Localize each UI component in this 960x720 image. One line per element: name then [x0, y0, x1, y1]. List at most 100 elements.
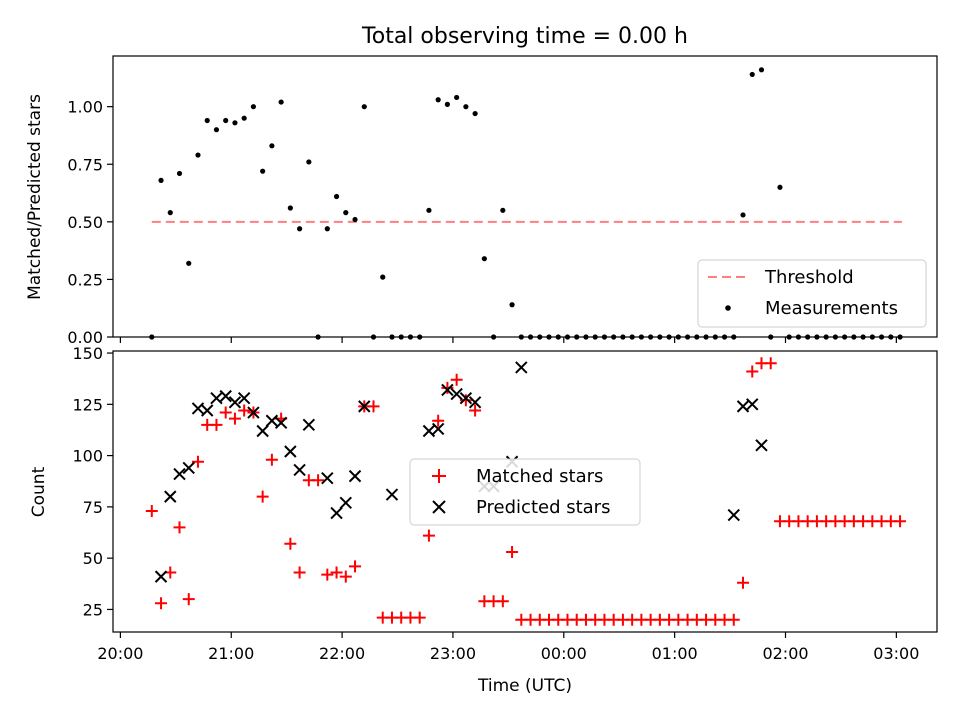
measurement-point: [703, 334, 709, 340]
measurement-point: [851, 334, 857, 340]
legend-predicted-label: Predicted stars: [476, 497, 610, 518]
measurement-point: [472, 110, 478, 117]
x-tick-label: 22:00: [319, 644, 365, 663]
measurement-point: [897, 334, 903, 340]
measurement-point: [509, 302, 515, 308]
predicted-star-point: [284, 445, 297, 458]
measurement-point: [149, 334, 155, 340]
predicted-star-point: [173, 467, 186, 481]
bottom-y-tick-label: 75: [83, 498, 103, 517]
matched-star-point: [469, 404, 482, 417]
measurement-point: [260, 168, 266, 174]
measurement-point: [574, 334, 580, 340]
predicted-star-point: [293, 463, 306, 477]
predicted-star-point: [247, 406, 260, 419]
x-tick-label: 00:00: [541, 644, 587, 663]
predicted-star-point: [441, 383, 454, 397]
matched-star-point: [894, 515, 907, 528]
measurement-point: [500, 207, 506, 213]
top-y-tick-label: 0.50: [67, 213, 103, 232]
measurement-point: [324, 226, 330, 232]
measurement-point: [537, 334, 543, 340]
x-axis-label: Time (UTC): [477, 676, 572, 696]
measurement-point: [490, 334, 497, 340]
predicted-star-point: [358, 400, 371, 413]
legend-measurements-swatch: [725, 305, 731, 311]
matched-star-point: [349, 560, 362, 573]
measurement-point: [620, 334, 626, 340]
matched-star-point: [746, 365, 759, 378]
top-y-tick-label: 0.75: [67, 155, 103, 174]
measurement-point: [195, 152, 201, 158]
matched-stars-points: [145, 357, 907, 626]
measurement-point: [823, 334, 829, 340]
predicted-star-point: [422, 424, 436, 438]
x-tick-label: 23:00: [430, 644, 476, 663]
matched-star-point: [155, 597, 168, 610]
matched-star-point: [284, 537, 297, 550]
predicted-star-point: [746, 398, 759, 411]
matched-star-point: [145, 504, 158, 517]
matched-star-point: [413, 611, 426, 624]
predicted-star-point: [237, 391, 251, 405]
matched-star-point: [727, 613, 740, 626]
bottom-y-tick-label: 125: [72, 395, 103, 414]
predicted-star-point: [736, 400, 750, 413]
top-y-ticks: 0.00 0.25 0.50 0.75 1.00: [67, 98, 113, 347]
matched-star-point: [265, 453, 278, 466]
matched-star-point: [450, 373, 463, 386]
matched-star-point: [321, 568, 334, 581]
legend-threshold-label: Threshold: [764, 267, 854, 288]
measurement-point: [601, 334, 608, 340]
measurement-point: [213, 127, 220, 133]
measurement-point: [611, 334, 617, 340]
measurement-point: [555, 334, 561, 340]
top-y-tick-label: 1.00: [67, 98, 103, 117]
predicted-star-point: [265, 414, 279, 427]
matched-star-point: [182, 593, 195, 606]
bottom-axes-frame: [112, 350, 938, 633]
measurement-point: [232, 120, 238, 126]
matched-star-point: [191, 455, 204, 468]
bottom-y-tick-label: 50: [83, 549, 103, 568]
bottom-x-ticks: 20:00 21:00 22:00 23:00 00:00 01:00 02:00 03:00: [97, 632, 919, 663]
measurement-point: [629, 334, 635, 340]
bottom-legend-box: [409, 458, 641, 526]
measurement-point: [749, 71, 755, 78]
matched-star-point: [330, 566, 343, 579]
legend-matched-label: Matched stars: [476, 466, 603, 487]
matched-star-point: [173, 521, 186, 534]
predicted-star-point: [450, 387, 463, 401]
measurement-point: [842, 334, 848, 340]
measurement-point: [805, 334, 811, 340]
matched-star-point: [339, 570, 352, 583]
matched-star-point: [293, 566, 306, 579]
measurement-point: [426, 207, 432, 213]
bottom-y-tick-label: 100: [72, 447, 103, 466]
figure-title: Total observing time = 0.00 h: [361, 24, 688, 49]
measurement-point: [306, 159, 312, 165]
top-legend-box: [697, 259, 927, 328]
measurement-point: [888, 334, 894, 340]
x-tick-label: 03:00: [873, 644, 919, 663]
predicted-star-point: [459, 391, 473, 405]
measurement-point: [638, 334, 644, 340]
measurement-point: [407, 334, 414, 340]
measurement-point: [878, 334, 885, 340]
measurement-point: [417, 334, 423, 340]
measurement-point: [352, 216, 358, 223]
matched-star-point: [496, 595, 509, 608]
matched-star-point: [256, 490, 269, 503]
bottom-y-ticks: 25 50 75 100 125 150: [72, 344, 113, 619]
measurement-point: [269, 143, 275, 149]
measurement-point: [333, 193, 340, 200]
top-axes-frame: [112, 55, 938, 338]
bottom-y-tick-label: 25: [83, 600, 103, 619]
predicted-star-point: [302, 418, 316, 432]
measurement-point: [795, 334, 802, 340]
measurement-point: [315, 334, 321, 340]
measurement-point: [786, 334, 792, 340]
predicted-star-point: [431, 422, 445, 436]
predicted-star-point: [348, 469, 362, 483]
x-tick-label: 01:00: [652, 644, 698, 663]
